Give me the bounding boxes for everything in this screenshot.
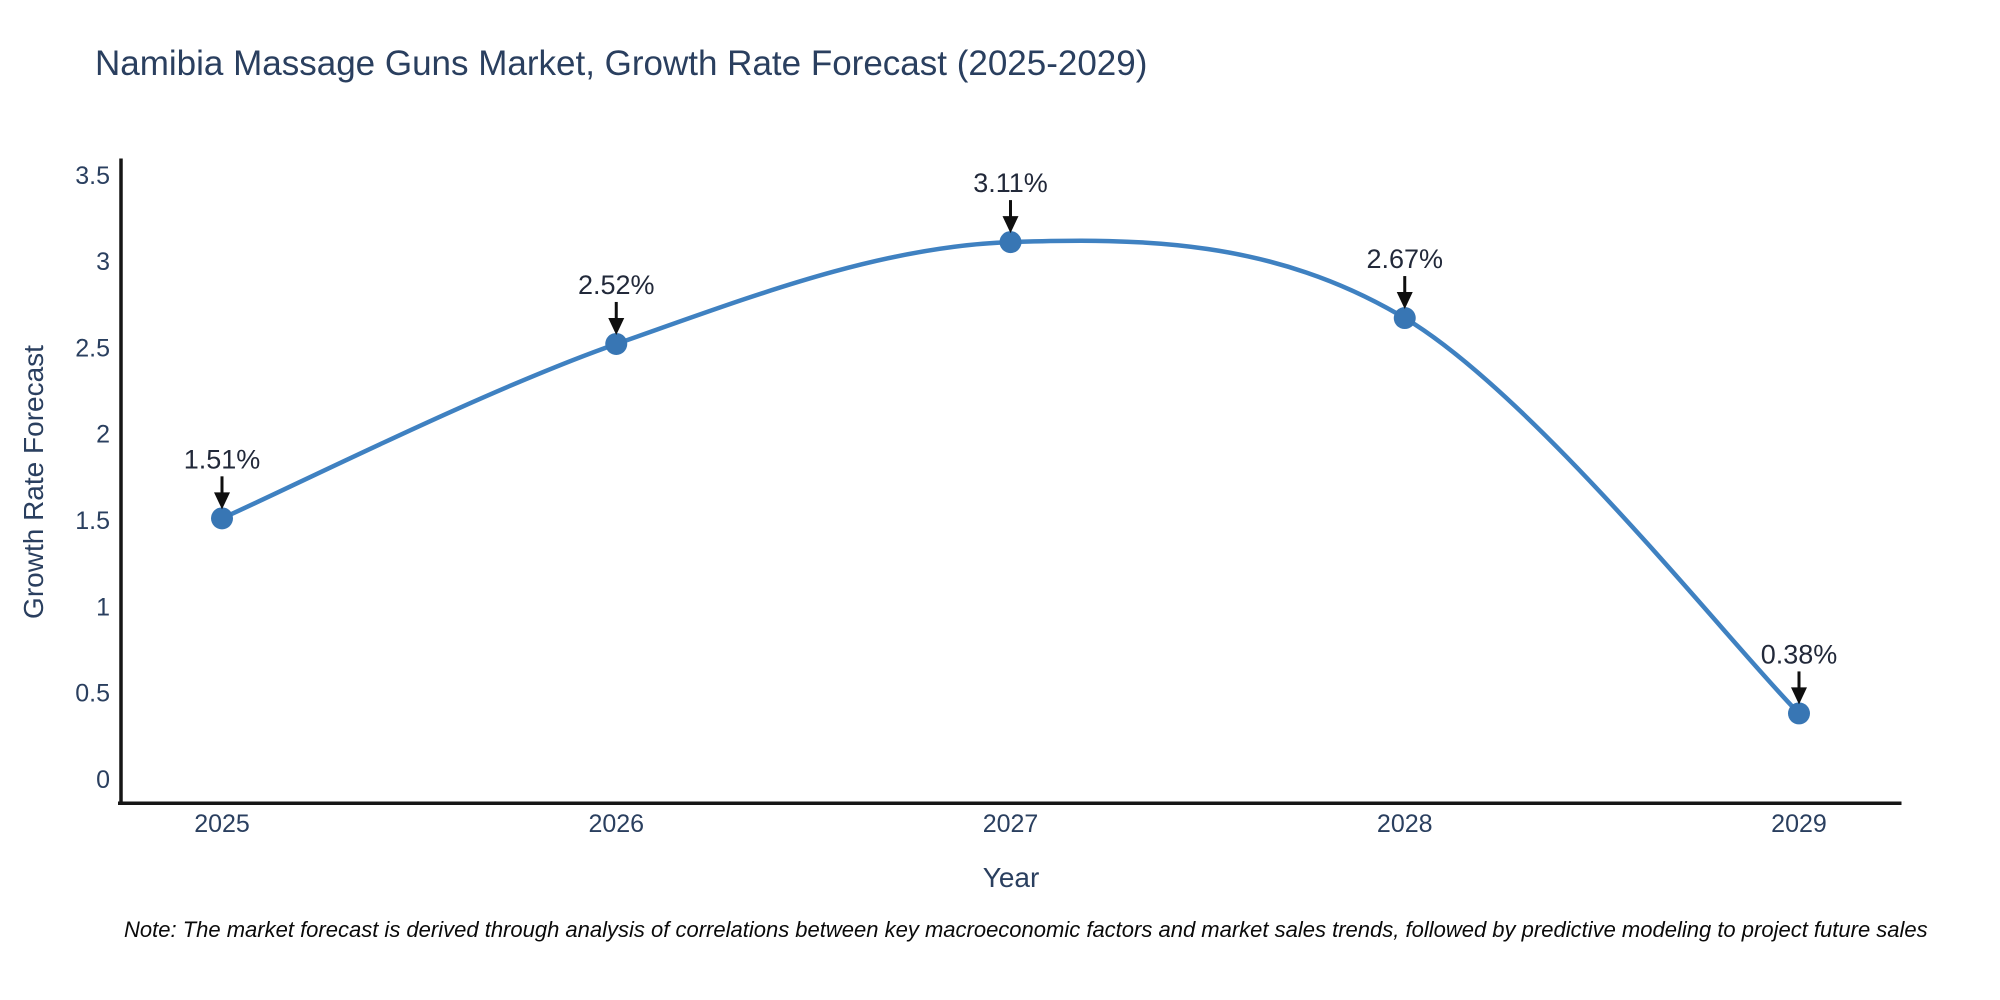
data-point-2025[interactable] <box>211 507 234 530</box>
footnote: Note: The market forecast is derived thr… <box>124 917 1928 942</box>
x-tick-label: 2029 <box>1771 810 1827 838</box>
forecast-line <box>219 238 1802 716</box>
y-tick-label: 1 <box>96 593 110 621</box>
data-point-2028[interactable] <box>1393 307 1416 330</box>
x-tick-label: 2027 <box>983 810 1039 838</box>
annotation-label-2029: 0.38% <box>1761 639 1838 669</box>
y-tick-label: 1.5 <box>75 507 110 535</box>
annotation-label-2028: 2.67% <box>1366 244 1443 274</box>
annotation-label-2025: 1.51% <box>184 444 261 474</box>
y-tick-label: 2 <box>96 421 110 449</box>
annotation-arrowhead <box>608 317 625 335</box>
annotation-arrowhead <box>214 492 231 510</box>
x-tick-label: 2026 <box>588 810 644 838</box>
annotation-arrowhead <box>1002 216 1019 234</box>
annotation-arrowhead <box>1790 687 1807 705</box>
annotation-label-2027: 3.11% <box>973 168 1048 198</box>
annotation-arrowhead <box>1396 292 1413 310</box>
annotation-label-2026: 2.52% <box>578 270 655 300</box>
data-point-2026[interactable] <box>605 332 628 355</box>
x-axis-title: Year <box>982 862 1040 893</box>
y-tick-label: 2.5 <box>75 334 110 362</box>
x-tick-label: 2028 <box>1377 810 1433 838</box>
y-tick-label: 3.5 <box>75 162 110 190</box>
x-tick-label: 2025 <box>194 810 250 838</box>
y-tick-label: 0 <box>96 766 110 794</box>
chart-title: Namibia Massage Guns Market, Growth Rate… <box>95 44 1148 83</box>
y-tick-label: 3 <box>96 248 110 276</box>
y-tick-label: 0.5 <box>75 680 110 708</box>
data-point-2027[interactable] <box>999 231 1022 254</box>
data-point-2029[interactable] <box>1787 702 1810 725</box>
